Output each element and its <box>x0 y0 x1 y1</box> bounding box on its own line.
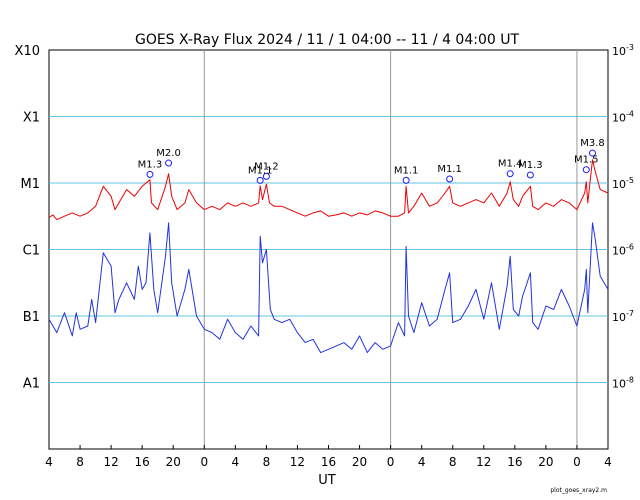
right-tick-exponent: -5 <box>626 176 634 185</box>
x-tick-label: 16 <box>321 455 336 469</box>
x-tick-label: 0 <box>200 455 208 469</box>
flare-marker <box>256 176 264 184</box>
class-label: M1 <box>21 177 41 192</box>
flare-label: M1.3 <box>138 159 163 170</box>
flare-marker <box>402 176 410 184</box>
right-tick-exponent: -8 <box>626 376 634 385</box>
flare-label: M1.2 <box>254 161 279 172</box>
right-tick-base: 10 <box>612 178 626 191</box>
flare-label: M1.3 <box>518 160 543 171</box>
right-tick-base: 10 <box>612 112 626 125</box>
right-tick-base: 10 <box>612 45 626 58</box>
right-tick-exponent: -3 <box>626 43 634 52</box>
x-tick-label: 8 <box>263 455 271 469</box>
class-label: X10 <box>15 44 40 59</box>
x-tick-label: 20 <box>166 455 181 469</box>
class-label: C1 <box>23 244 40 259</box>
right-tick-label: 10-5 <box>612 176 634 191</box>
flare-marker <box>262 172 270 180</box>
right-tick-exponent: -4 <box>626 110 634 119</box>
flare-marker <box>146 170 154 178</box>
flare-marker <box>582 166 590 174</box>
flare-label: M1.1 <box>437 164 462 175</box>
x-tick-label: 0 <box>573 455 581 469</box>
flare-label: M2.0 <box>156 148 181 159</box>
x-tick-label: 12 <box>290 455 305 469</box>
x-tick-label: 20 <box>538 455 553 469</box>
flare-marker <box>506 170 514 178</box>
x-tick-label: 12 <box>103 455 118 469</box>
right-tick-base: 10 <box>612 311 626 324</box>
flare-label: M1.4 <box>498 159 523 170</box>
right-tick-base: 10 <box>612 245 626 258</box>
flare-label: M3.8 <box>580 138 605 149</box>
right-tick-label: 10-8 <box>612 376 634 391</box>
flare-label: M1.1 <box>394 165 419 176</box>
right-tick-label: 10-7 <box>612 309 634 324</box>
x-tick-label: 16 <box>507 455 522 469</box>
x-tick-label: 0 <box>387 455 395 469</box>
series-line-long <box>48 159 609 221</box>
x-tick-label: 4 <box>604 455 612 469</box>
x-tick-label: 12 <box>476 455 491 469</box>
x-tick-label: 4 <box>45 455 53 469</box>
class-label: B1 <box>23 310 40 325</box>
credit-text: plot_goes_xray2.m <box>550 487 607 494</box>
flare-marker <box>446 175 454 183</box>
right-tick-exponent: -6 <box>626 243 634 252</box>
x-tick-label: 16 <box>135 455 150 469</box>
flare-marker <box>588 149 596 157</box>
flare-label: M1.1 <box>248 165 273 176</box>
right-tick-base: 10 <box>612 378 626 391</box>
chart-title: GOES X-Ray Flux 2024 / 11 / 1 04:00 -- 1… <box>135 32 519 48</box>
x-tick-label: 8 <box>76 455 84 469</box>
class-label: X1 <box>23 111 40 126</box>
x-tick-label: 20 <box>352 455 367 469</box>
class-label: A1 <box>23 377 40 392</box>
flare-marker <box>526 171 534 179</box>
x-tick-label: 8 <box>449 455 457 469</box>
flare-marker <box>165 159 173 167</box>
right-tick-label: 10-6 <box>612 243 634 258</box>
right-tick-exponent: -7 <box>626 309 634 318</box>
x-tick-label: 4 <box>418 455 426 469</box>
x-axis-label: UT <box>318 473 336 488</box>
x-tick-label: 4 <box>232 455 240 469</box>
right-tick-label: 10-3 <box>612 43 634 58</box>
flare-label: M1.5 <box>574 155 599 166</box>
series-line-short <box>48 222 609 354</box>
right-tick-label: 10-4 <box>612 110 634 125</box>
